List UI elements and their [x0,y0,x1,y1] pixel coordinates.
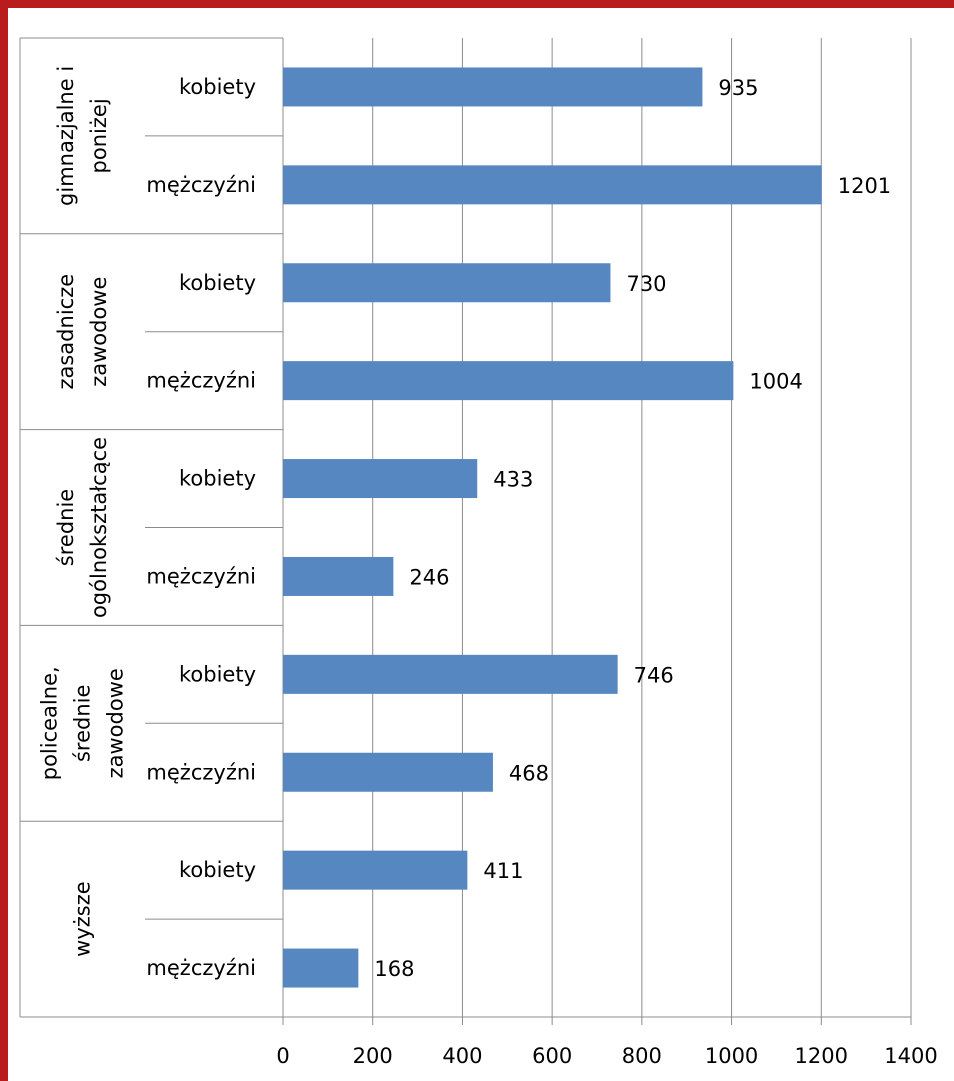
group-label: gimnazjalne i poniżej [54,66,111,206]
data-label: 746 [634,663,674,687]
data-label: 935 [718,76,758,100]
bar [283,361,734,401]
x-tick-label: 1200 [795,1044,848,1068]
group-label: zasadnicze zawodowe [54,274,111,390]
x-tick-label: 1000 [705,1044,758,1068]
category-label: kobiety [179,662,256,686]
group-label-line: policealne, [38,666,62,780]
x-tick-label: 800 [622,1044,662,1068]
x-tick-label: 200 [353,1044,393,1068]
data-label: 1004 [749,370,802,394]
data-label: 730 [626,272,666,296]
group-label: policealne, średnie zawodowe [38,666,128,780]
x-tick-label: 600 [532,1044,572,1068]
data-label: 411 [483,859,523,883]
group-label-line: zasadnicze [54,274,78,390]
category-label: mężczyźni [146,173,256,197]
category-label: mężczyźni [146,956,256,980]
x-tick-label: 1400 [884,1044,937,1068]
bar [283,556,394,596]
bar [283,850,468,890]
category-label: mężczyźni [146,369,256,393]
category-label: kobiety [179,858,256,882]
x-tick-label: 400 [442,1044,482,1068]
chart-frame: 0 200 400 600 800 1000 1200 1400 gimnazjalne i po… [8,8,954,1081]
data-label: 433 [493,468,533,492]
category-label: kobiety [179,75,256,99]
bar [283,263,611,303]
data-label: 468 [509,761,549,785]
group-label: średnie ogólnokształcące [54,437,111,618]
category-label: mężczyźni [146,564,256,588]
bar [283,459,478,499]
category-label: kobiety [179,271,256,295]
bar [283,67,703,107]
group-label-line: gimnazjalne i [54,66,78,206]
group-label-line: ogólnokształcące [87,437,111,618]
bar [283,948,359,988]
bar-chart: 0 200 400 600 800 1000 1200 1400 gimnazjalne i po… [19,37,938,1068]
category-label: mężczyźni [146,760,256,784]
data-label: 246 [409,565,449,589]
group-label-line: zawodowe [87,277,111,387]
group-label-line: średnie [71,685,95,762]
bar [283,752,493,792]
group-label-line: średnie [54,489,78,566]
category-label: kobiety [179,467,256,491]
group-label-line: wyższe [71,881,95,957]
group-label-line: poniżej [87,98,111,173]
data-label: 168 [374,957,414,981]
bar [283,654,618,694]
group-label-line: zawodowe [104,668,128,778]
x-tick-label: 0 [276,1044,289,1068]
group-label: wyższe [71,881,95,957]
bar [283,165,822,205]
data-label: 1201 [838,174,891,198]
